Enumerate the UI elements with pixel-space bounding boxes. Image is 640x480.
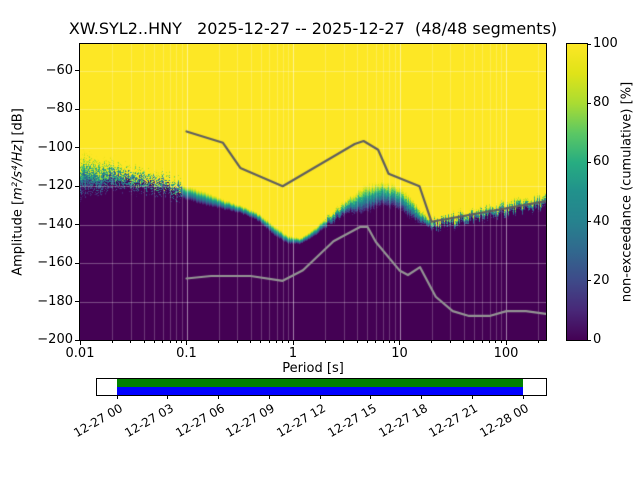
x-minor-tick — [473, 341, 475, 343]
x-minor-tick — [153, 341, 155, 343]
x-minor-tick — [394, 341, 396, 343]
x-tick — [292, 341, 294, 345]
x-tick — [186, 341, 187, 345]
time-tick-label: 12-27 09 — [223, 401, 278, 441]
time-tick — [421, 396, 422, 399]
x-tick-label: 0.1 — [176, 346, 197, 361]
x-minor-tick — [500, 341, 502, 343]
time-tick-label: 12-28 00 — [477, 401, 531, 441]
x-minor-tick — [495, 341, 497, 343]
x-minor-tick — [324, 341, 326, 343]
colorbar-tick — [588, 161, 591, 163]
y-tick-label: −180 — [37, 293, 73, 309]
x-axis-label: Period [s] — [282, 361, 344, 376]
x-tick-label: 1 — [288, 346, 298, 361]
x-minor-tick — [388, 341, 390, 343]
colorbar-tick-label: 100 — [593, 36, 618, 51]
time-tick — [167, 396, 169, 399]
colorbar-tick-label: 80 — [593, 95, 610, 111]
colorbar-label: non-exceedance (cumulative) [%] — [619, 81, 635, 303]
colorbar-tick-label: 40 — [593, 213, 610, 229]
x-minor-tick — [181, 341, 183, 343]
x-minor-tick — [169, 341, 171, 343]
x-minor-tick — [175, 341, 177, 343]
x-minor-tick — [260, 341, 262, 343]
x-minor-tick — [268, 341, 270, 343]
y-tick-label: −60 — [45, 62, 73, 78]
y-axis-label-units: m²/s⁴/Hz — [10, 144, 26, 200]
y-tick-label: −140 — [37, 216, 73, 232]
x-minor-tick — [463, 341, 465, 343]
x-tick-label: 100 — [493, 346, 519, 361]
coverage-data — [117, 379, 523, 395]
y-axis-label-suffix: ] [dB] — [10, 108, 26, 145]
x-minor-tick — [236, 341, 238, 343]
y-tick-label: −160 — [37, 255, 73, 271]
time-tick-label: 12-27 06 — [172, 401, 227, 441]
x-minor-tick — [282, 341, 284, 343]
x-minor-tick — [111, 341, 113, 343]
x-minor-tick — [343, 341, 345, 343]
y-tick-label: −120 — [37, 178, 73, 194]
time-tick — [268, 396, 270, 399]
x-minor-tick — [143, 341, 145, 343]
x-minor-tick — [449, 341, 451, 343]
x-minor-tick — [162, 341, 164, 343]
x-tick — [79, 341, 81, 345]
x-minor-tick — [287, 341, 289, 343]
y-axis-label-prefix: Amplitude [ — [10, 199, 26, 276]
time-tick — [116, 396, 118, 399]
colorbar-tick — [588, 102, 591, 104]
x-tick-label: 10 — [391, 346, 408, 361]
ppsd-plot-area — [79, 43, 547, 341]
y-axis-label: Amplitude [m²/s⁴/Hz] [dB] — [11, 108, 26, 276]
x-minor-tick — [250, 341, 252, 343]
colorbar-tick — [588, 280, 591, 282]
y-tick-label: −80 — [45, 101, 73, 117]
time-tick-label: 12-27 18 — [375, 401, 430, 441]
time-tick-label: 12-27 15 — [325, 401, 379, 441]
colorbar — [566, 43, 588, 341]
time-tick-label: 12-27 00 — [71, 401, 125, 441]
time-tick — [319, 396, 321, 399]
x-minor-tick — [431, 341, 433, 343]
x-tick — [399, 341, 400, 345]
x-minor-tick — [366, 341, 368, 343]
time-tick — [471, 396, 473, 399]
time-tick-label: 12-27 03 — [122, 401, 176, 441]
x-minor-tick — [481, 341, 483, 343]
x-minor-tick — [356, 341, 358, 343]
colorbar-tick — [588, 221, 591, 223]
time-tick-label: 12-27 21 — [426, 401, 481, 441]
y-tick-label: −200 — [37, 332, 73, 347]
x-minor-tick — [130, 341, 132, 343]
colorbar-tick — [588, 43, 591, 45]
coverage-data-green — [117, 379, 523, 387]
time-tick — [522, 396, 524, 399]
colorbar-tick-label: 60 — [593, 154, 610, 170]
x-minor-tick — [382, 341, 384, 343]
colorbar-tick — [588, 339, 591, 341]
figure-title: XW.SYL2..HNY 2025-12-27 -- 2025-12-27 (4… — [68, 19, 558, 38]
time-tick — [218, 396, 219, 399]
time-tick-label: 12-27 12 — [274, 401, 328, 441]
x-tick — [505, 341, 507, 345]
x-minor-tick — [537, 341, 539, 343]
y-tick-label: −100 — [37, 139, 73, 155]
x-tick-label: 0.01 — [65, 346, 95, 361]
x-minor-tick — [375, 341, 377, 343]
coverage-times-blue — [117, 387, 523, 395]
time-tick — [370, 396, 372, 399]
colorbar-tick-label: 0 — [593, 332, 602, 347]
ppsd-heatmap-canvas — [80, 44, 546, 340]
colorbar-tick-label: 20 — [593, 272, 610, 288]
coverage-bar — [96, 378, 547, 396]
x-minor-tick — [276, 341, 277, 343]
x-minor-tick — [489, 341, 490, 343]
x-minor-tick — [218, 341, 220, 343]
